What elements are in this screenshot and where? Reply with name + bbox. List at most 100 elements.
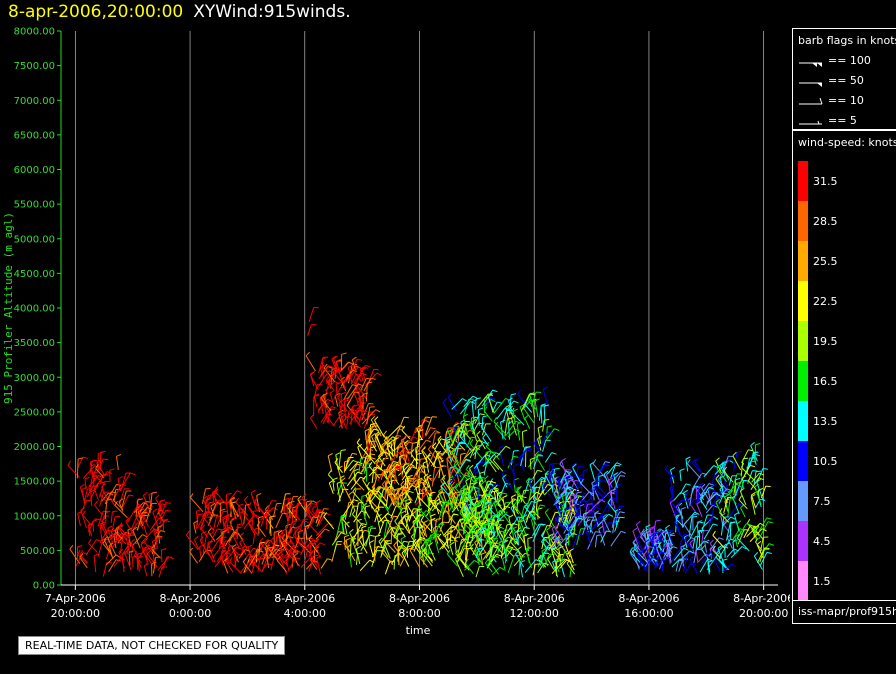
wind-barb <box>128 550 134 566</box>
y-tick-label: 2500.00 <box>14 407 55 418</box>
x-tick-date: 8-Apr-2006 <box>160 592 221 605</box>
wind-barb <box>157 556 174 571</box>
wind-barb <box>338 449 346 471</box>
wind-barb <box>318 370 334 387</box>
wind-barb <box>415 471 425 485</box>
wind-barb <box>439 536 456 550</box>
wind-barb <box>455 474 470 489</box>
wind-barb <box>567 522 573 536</box>
wind-barb <box>448 498 460 512</box>
wind-barb <box>696 520 703 534</box>
wind-barb <box>199 536 211 557</box>
wind-barb <box>406 545 413 558</box>
wind-barb <box>405 498 412 513</box>
y-tick-label: 0.00 <box>33 581 55 592</box>
wind-barb <box>515 549 525 568</box>
wind-barb <box>432 491 446 505</box>
legend-panel: barb flags in knots == 100 == 50 == 10 =… <box>792 28 896 624</box>
wind-barb <box>447 501 453 522</box>
wind-barb <box>361 525 367 546</box>
wind-barb <box>683 520 693 537</box>
wind-barb <box>469 440 483 459</box>
wind-barb <box>472 538 485 556</box>
wind-barb <box>758 517 772 532</box>
wind-barb <box>370 415 382 437</box>
wind-barb <box>341 413 347 430</box>
wind-barb <box>500 419 506 440</box>
wind-barb <box>607 498 617 514</box>
wind-barb <box>563 512 576 527</box>
wind-barb <box>384 540 391 559</box>
wind-barb <box>407 520 422 534</box>
wind-barb <box>497 540 505 555</box>
y-tick-label: 8000.00 <box>14 27 55 38</box>
wind-barb <box>552 482 562 499</box>
wind-barb <box>723 466 734 483</box>
wind-barb <box>716 464 727 482</box>
wind-barb <box>554 524 565 542</box>
wind-barb <box>540 403 546 424</box>
wind-barb <box>759 551 772 567</box>
wind-barb <box>368 540 374 558</box>
wind-barb <box>315 528 330 540</box>
wind-barb <box>470 416 477 430</box>
x-tick-date: 7-Apr-2006 <box>45 592 106 605</box>
wind-barb <box>363 446 376 465</box>
y-tick-label: 2000.00 <box>14 442 55 453</box>
wind-barb <box>749 451 759 466</box>
wind-barb <box>480 498 491 513</box>
wind-barb <box>597 474 604 487</box>
wind-barb <box>544 452 557 463</box>
wind-barb <box>400 500 406 517</box>
wind-barb <box>325 368 343 384</box>
wind-barb <box>462 483 468 498</box>
wind-barb <box>393 437 399 457</box>
source-path-label: iss-mapr/prof915h <box>798 605 896 618</box>
wind-barb <box>543 553 555 567</box>
wind-barb <box>451 491 459 512</box>
wind-barb <box>650 542 660 555</box>
wind-barb <box>360 534 375 551</box>
wind-barb <box>535 499 543 512</box>
wind-barb <box>582 516 594 535</box>
wind-barb <box>552 543 562 557</box>
wind-barb <box>686 459 701 479</box>
wind-barb <box>495 519 501 536</box>
wind-barb <box>450 422 462 433</box>
wind-barb <box>644 539 650 556</box>
color-scale-label: 22.5 <box>813 295 838 308</box>
wind-barb <box>680 550 695 561</box>
wind-barb <box>316 555 322 575</box>
wind-barb <box>464 559 479 571</box>
wind-barb <box>694 457 703 475</box>
wind-barb <box>544 470 554 491</box>
wind-barb <box>533 455 543 470</box>
wind-barb <box>741 465 756 481</box>
wind-barb <box>576 528 586 546</box>
wind-barb <box>282 549 301 564</box>
wind-barb <box>348 463 362 480</box>
wind-barb <box>728 475 737 486</box>
wind-barb <box>270 536 278 551</box>
wind-barb <box>476 430 486 450</box>
wind-barb <box>455 549 467 568</box>
wind-barb <box>420 553 429 568</box>
wind-barb <box>533 439 544 458</box>
color-scale-label: 10.5 <box>813 455 838 468</box>
wind-barb <box>439 521 449 533</box>
wind-barb <box>349 538 357 557</box>
wind-barb <box>221 530 228 545</box>
wind-barb <box>344 459 358 472</box>
wind-barb <box>332 477 338 491</box>
wind-barb <box>273 530 280 550</box>
color-scale-label: 1.5 <box>813 575 831 588</box>
wind-barb <box>635 521 644 541</box>
wind-barb <box>701 545 709 560</box>
wind-barb <box>242 557 253 574</box>
wind-barb <box>449 447 462 465</box>
wind-barb <box>80 499 92 514</box>
wind-barb <box>729 489 737 505</box>
wind-barb <box>673 547 689 561</box>
wind-barb <box>373 534 381 557</box>
wind-barb <box>286 514 294 529</box>
